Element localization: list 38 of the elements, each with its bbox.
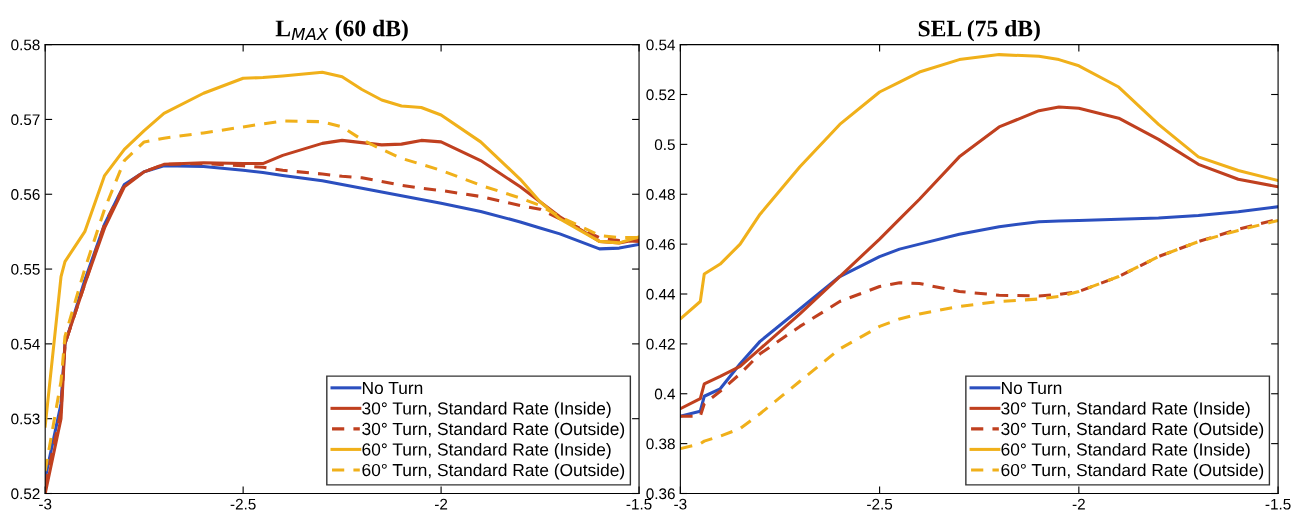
- legend-label: 60° Turn, Standard Rate (Inside): [362, 442, 611, 460]
- y-tick-label: 0.36: [646, 488, 675, 500]
- y-tick-label: 0.54: [646, 39, 676, 51]
- x-tick-label: -2.5: [230, 498, 256, 510]
- y-tick-label: 0.52: [646, 89, 675, 101]
- y-tick-label: 0.52: [11, 488, 40, 500]
- y-tick-label: 0.42: [646, 338, 675, 350]
- x-tick-label: -2.5: [867, 498, 893, 510]
- legend-label: 30° Turn, Standard Rate (Inside): [1001, 401, 1250, 419]
- chart-title: SEL (75 dB): [918, 19, 1040, 42]
- x-tick-label: -3: [39, 498, 52, 510]
- x-tick-label: -2: [434, 498, 448, 510]
- y-tick-label: 0.56: [11, 189, 40, 200]
- legend-label: No Turn: [362, 381, 423, 395]
- y-tick-label: 0.55: [11, 263, 40, 275]
- legend-label: 30° Turn, Standard Rate (Inside): [362, 401, 611, 419]
- legend-label: 60° Turn, Standard Rate (Outside): [362, 463, 625, 480]
- x-tick-label: -3: [674, 498, 687, 510]
- x-tick-label: -2: [1072, 498, 1085, 510]
- legend-label: No Turn: [1002, 381, 1062, 395]
- chart-title: L$_{MAX}$ (60 dB): [275, 19, 408, 42]
- y-tick-label: 0.5: [654, 139, 675, 151]
- line-series: [680, 53, 1279, 321]
- x-tick-label: -1.5: [1265, 498, 1291, 510]
- y-tick-label: 0.4: [654, 388, 676, 400]
- y-tick-label: 0.57: [11, 114, 40, 126]
- y-tick-label: 0.48: [646, 189, 675, 200]
- x-tick-label: -1.5: [626, 498, 652, 510]
- legend-label: 30° Turn, Standard Rate (Outside): [1001, 422, 1264, 439]
- y-tick-label: 0.38: [646, 438, 675, 450]
- legend-label: 60° Turn, Standard Rate (Inside): [1001, 442, 1250, 460]
- legend-label: 30° Turn, Standard Rate (Outside): [362, 422, 625, 439]
- legend-label: 60° Turn, Standard Rate (Outside): [1001, 463, 1264, 480]
- y-tick-label: 0.58: [11, 39, 40, 51]
- y-tick-label: 0.44: [646, 288, 676, 300]
- y-tick-label: 0.54: [11, 338, 40, 350]
- y-tick-label: 0.53: [11, 413, 40, 425]
- y-tick-label: 0.46: [646, 238, 675, 250]
